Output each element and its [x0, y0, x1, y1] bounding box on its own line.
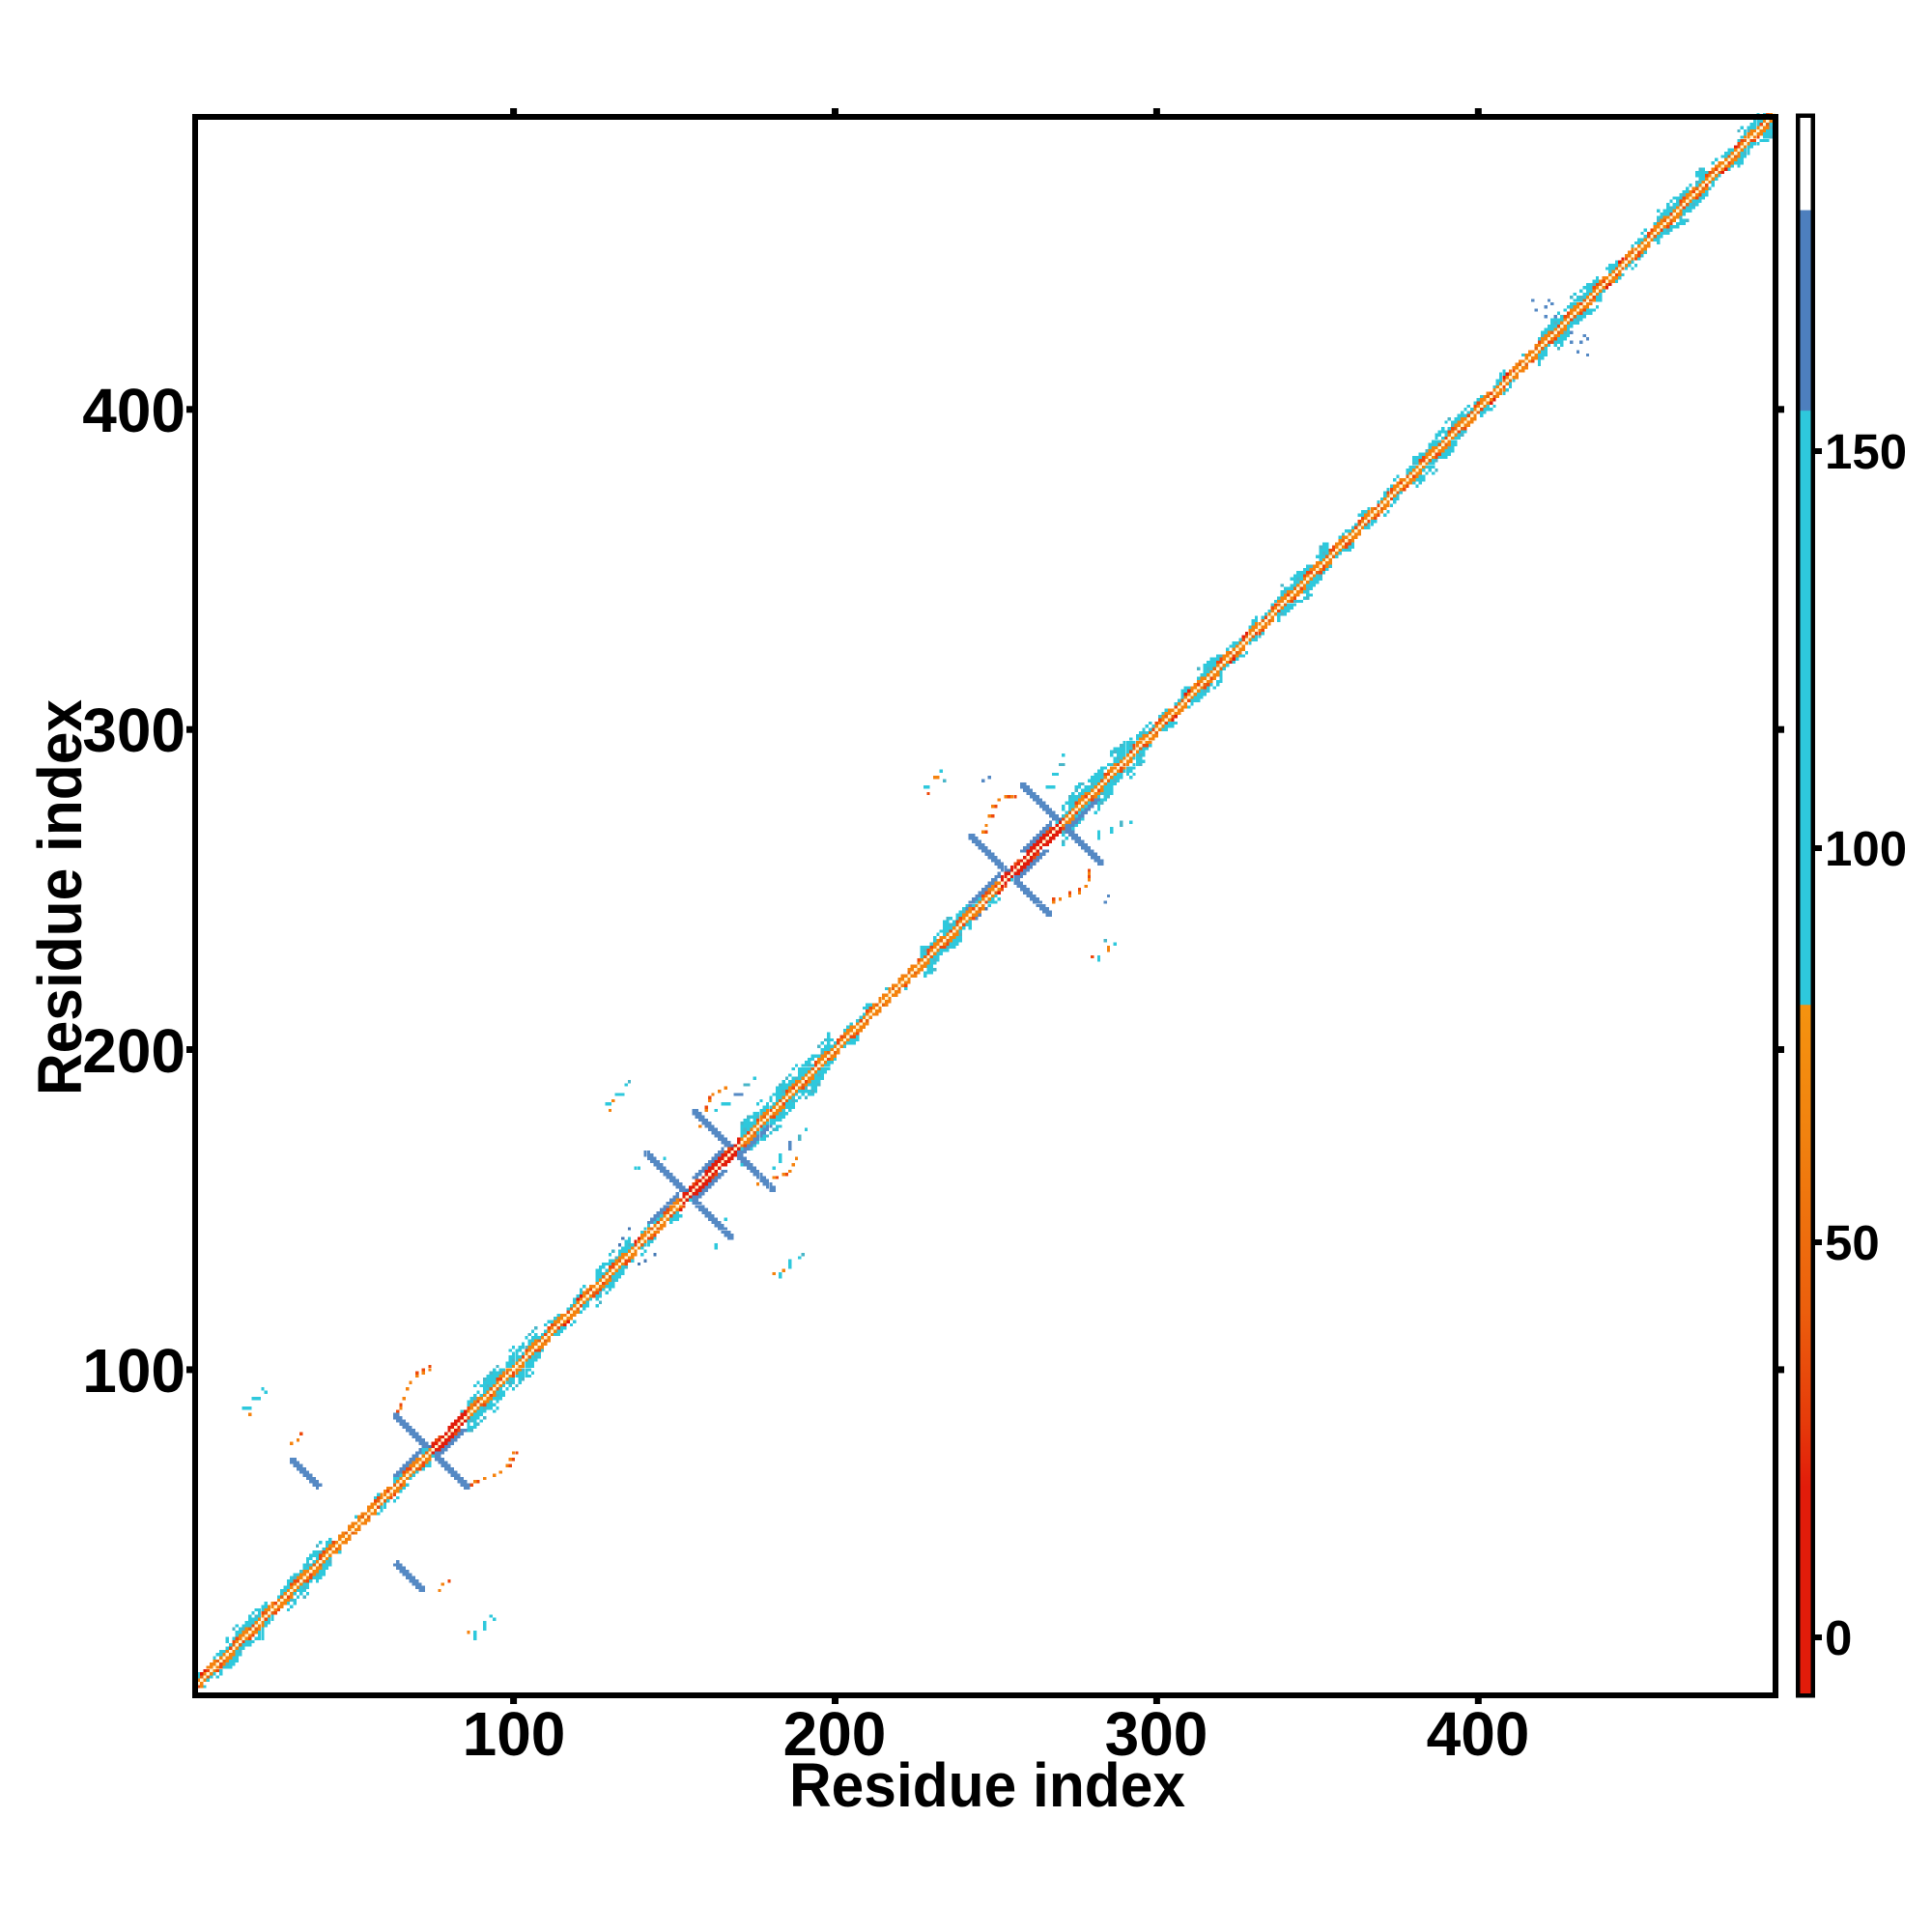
svg-text:400: 400 — [1427, 1699, 1530, 1769]
svg-text:0: 0 — [1825, 1610, 1852, 1665]
svg-text:100: 100 — [82, 1336, 185, 1406]
svg-text:200: 200 — [82, 1016, 185, 1086]
svg-text:100: 100 — [463, 1699, 566, 1769]
svg-text:150: 150 — [1825, 424, 1907, 479]
svg-text:400: 400 — [82, 376, 185, 445]
svg-text:100: 100 — [1825, 821, 1907, 876]
svg-text:Residue index: Residue index — [789, 1750, 1185, 1820]
svg-text:300: 300 — [1105, 1699, 1208, 1769]
svg-text:300: 300 — [82, 696, 185, 765]
svg-text:Residue index: Residue index — [25, 699, 95, 1095]
svg-text:50: 50 — [1825, 1215, 1880, 1270]
svg-text:200: 200 — [783, 1699, 887, 1769]
